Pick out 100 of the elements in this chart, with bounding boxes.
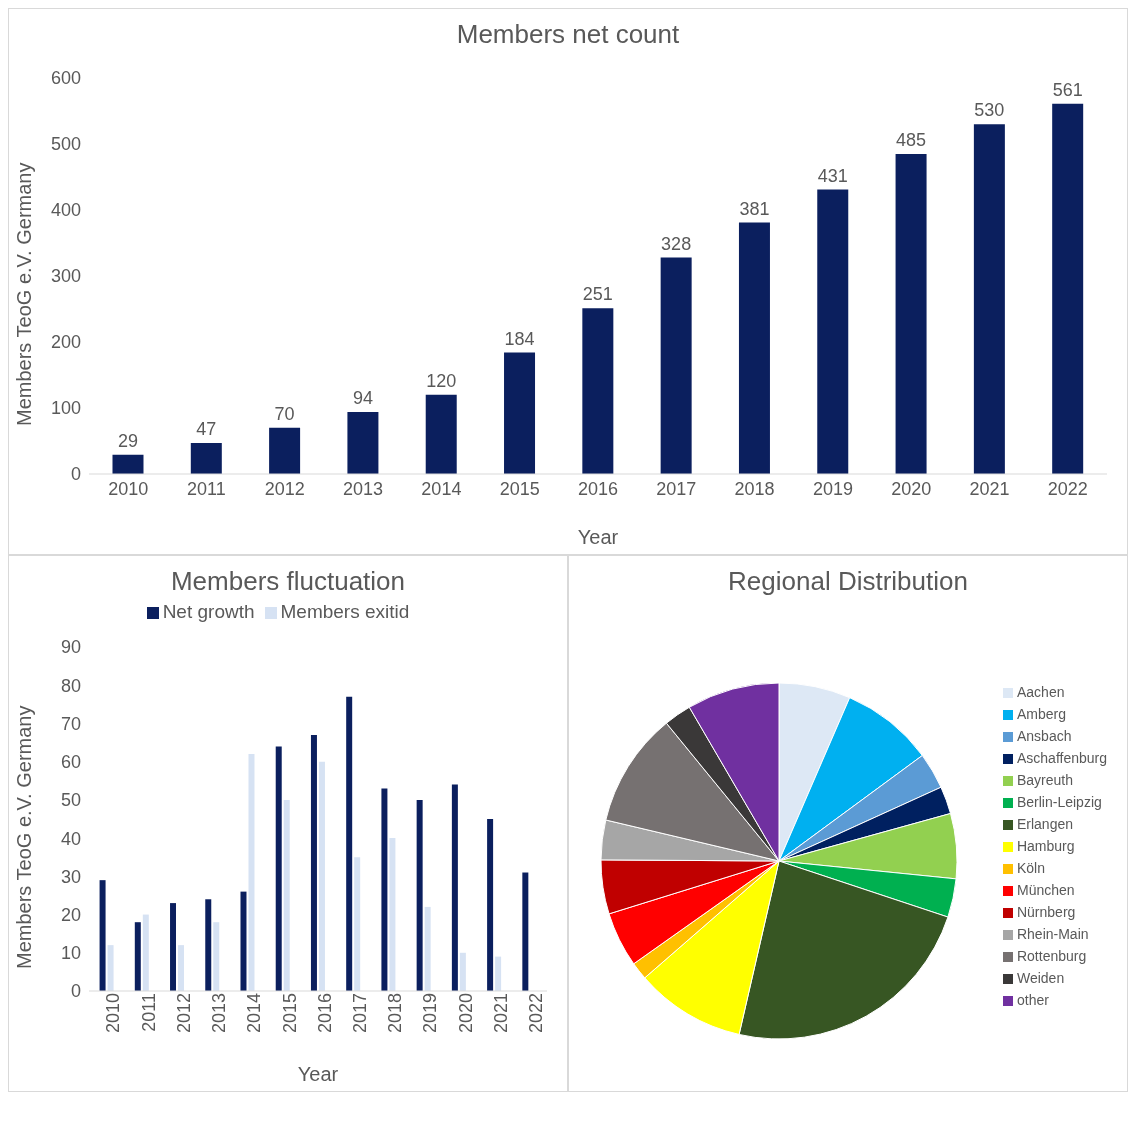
- x-tick-label: 2018: [385, 993, 406, 1034]
- data-label: 530: [974, 100, 1005, 121]
- bar: [318, 761, 325, 991]
- bar: [895, 153, 927, 474]
- data-label: 251: [582, 284, 613, 305]
- data-label: 561: [1052, 79, 1083, 100]
- y-tick-label: 600: [50, 68, 81, 89]
- y-tick-label: 50: [60, 790, 81, 811]
- bar: [425, 394, 457, 474]
- data-label: 328: [661, 233, 692, 254]
- bar: [275, 746, 282, 991]
- y-tick-label: 80: [60, 675, 81, 696]
- legend-label: Bayreuth: [1016, 772, 1074, 788]
- bar: [487, 819, 494, 991]
- bar: [142, 914, 149, 991]
- data-label: 29: [117, 430, 139, 451]
- legend-label: Weiden: [1016, 970, 1065, 986]
- x-tick-label: 2022: [526, 993, 547, 1034]
- y-tick-label: 40: [60, 828, 81, 849]
- bar: [424, 906, 431, 991]
- bar: [582, 308, 614, 474]
- data-label: 70: [274, 403, 295, 424]
- legend-label: Hamburg: [1016, 838, 1075, 854]
- legend-label: Aachen: [1016, 684, 1065, 700]
- bar: [269, 427, 301, 474]
- y-tick-label: 100: [50, 398, 81, 419]
- bar: [459, 952, 466, 991]
- x-axis-title: Year: [577, 526, 619, 548]
- y-tick-label: 30: [60, 866, 81, 887]
- bar: [660, 257, 692, 474]
- x-tick-label: 2015: [279, 993, 300, 1034]
- data-label: 47: [196, 418, 217, 439]
- legend-label: Köln: [1016, 860, 1045, 876]
- x-tick-label: 2022: [1047, 478, 1088, 499]
- y-tick-label: 500: [50, 134, 81, 155]
- legend-label: Net growth: [162, 601, 255, 622]
- bar: [213, 922, 220, 991]
- x-tick-label: 2018: [734, 478, 775, 499]
- bar: [310, 734, 317, 991]
- y-tick-label: 200: [50, 332, 81, 353]
- bar: [190, 442, 222, 474]
- x-tick-label: 2013: [343, 478, 384, 499]
- bar: [389, 838, 396, 991]
- x-tick-label: 2013: [209, 993, 230, 1034]
- bar: [738, 222, 770, 474]
- y-tick-label: 70: [60, 713, 81, 734]
- legend-label: Aschaffenburg: [1016, 750, 1107, 766]
- bar: [112, 454, 144, 474]
- bar: [170, 903, 177, 991]
- data-label: 485: [896, 129, 927, 150]
- x-tick-label: 2014: [244, 993, 265, 1034]
- legend-label: Erlangen: [1016, 816, 1074, 832]
- x-axis-title: Year: [297, 1063, 339, 1085]
- x-tick-label: 2015: [499, 478, 540, 499]
- legend-label: Rhein-Main: [1016, 926, 1089, 942]
- bar: [178, 945, 185, 991]
- y-tick-label: 90: [60, 637, 81, 658]
- data-label: 94: [352, 387, 373, 408]
- chart-title: Regional Distribution: [727, 566, 969, 597]
- bar: [973, 124, 1005, 474]
- x-tick-label: 2016: [577, 478, 619, 499]
- bar: [134, 922, 141, 991]
- x-tick-label: 2020: [891, 478, 932, 499]
- y-tick-label: 20: [60, 904, 81, 925]
- y-axis-title: Members TeoG e.V. Germany: [13, 162, 36, 426]
- bar: [107, 945, 114, 991]
- bar: [240, 891, 247, 991]
- legend-label: München: [1016, 882, 1075, 898]
- y-tick-label: 10: [60, 943, 81, 964]
- x-tick-label: 2021: [969, 478, 1010, 499]
- bar: [354, 857, 361, 991]
- legend-label: Members exitid: [280, 601, 410, 622]
- bar: [451, 784, 458, 991]
- data-label: 120: [426, 370, 457, 391]
- y-tick-label: 0: [70, 981, 81, 1002]
- bar: [504, 352, 536, 474]
- bar: [283, 799, 290, 991]
- legend-label: Berlin-Leipzig: [1016, 794, 1102, 810]
- x-tick-label: 2010: [103, 993, 124, 1034]
- x-tick-label: 2017: [350, 993, 371, 1034]
- bar: [248, 754, 255, 991]
- bar: [1052, 103, 1084, 474]
- legend-label: Amberg: [1016, 706, 1066, 722]
- bar: [522, 872, 529, 991]
- x-tick-label: 2017: [656, 478, 697, 499]
- legend-label: other: [1016, 992, 1049, 1008]
- x-tick-label: 2020: [455, 993, 476, 1034]
- legend-label: Rottenburg: [1016, 948, 1087, 964]
- data-label: 381: [739, 198, 770, 219]
- y-tick-label: 300: [50, 266, 81, 287]
- bar: [817, 189, 849, 474]
- x-tick-label: 2021: [490, 993, 511, 1034]
- data-label: 431: [817, 165, 848, 186]
- x-tick-label: 2016: [314, 993, 335, 1034]
- y-tick-label: 60: [60, 752, 81, 773]
- bar: [381, 788, 388, 991]
- chart-title: Members net count: [455, 19, 681, 50]
- bar: [205, 899, 212, 991]
- legend-label: Nürnberg: [1016, 904, 1076, 920]
- x-tick-label: 2011: [138, 993, 159, 1032]
